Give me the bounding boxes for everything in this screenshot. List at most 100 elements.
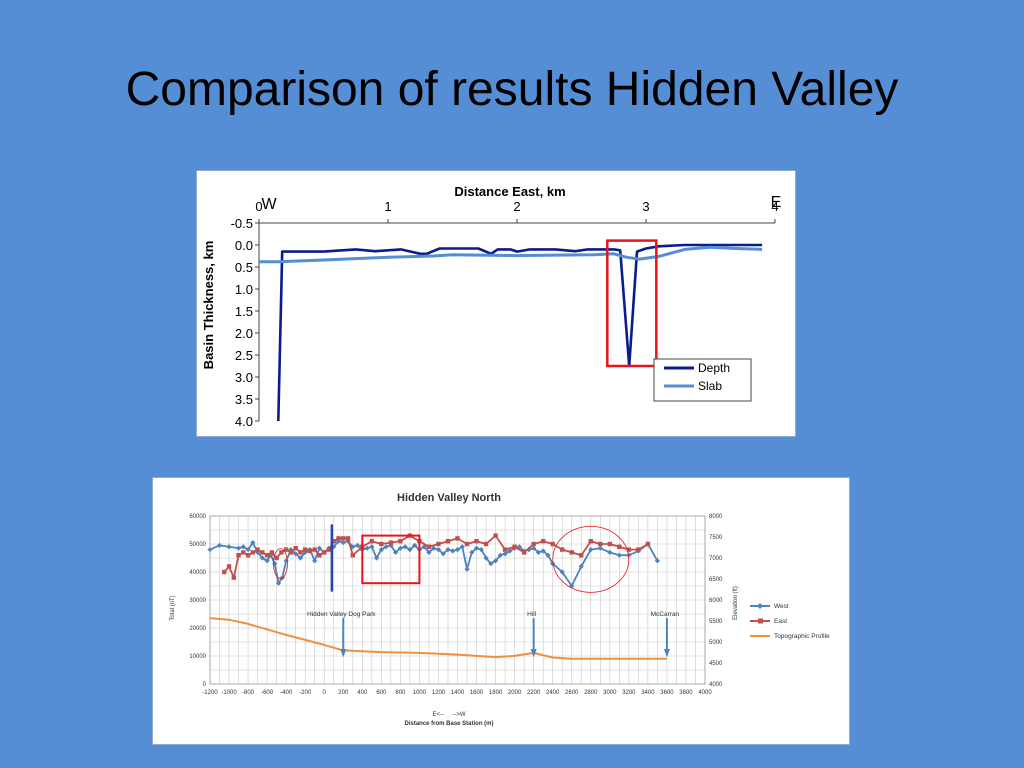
- east-point: [588, 539, 593, 544]
- west-point: [545, 552, 551, 558]
- chart2-topo-series: [209, 617, 667, 660]
- east-point: [512, 544, 517, 549]
- chart2-x-tick-label: 600: [376, 690, 387, 696]
- east-point: [298, 550, 303, 555]
- west-point: [540, 548, 546, 554]
- east-point: [464, 541, 470, 547]
- chart2-x-tick-label: 1400: [451, 690, 465, 696]
- chart1-y-axis-label: Basin Thickness, km: [201, 241, 216, 370]
- east-label: E: [771, 194, 782, 211]
- east-point: [293, 546, 298, 551]
- chart2-x-tick-label: -200: [299, 690, 312, 696]
- chart2-y-tick-label: 10000: [189, 654, 206, 660]
- chart2-plot-frame: [209, 515, 706, 685]
- chart2-x-tick-label: 1600: [470, 690, 484, 696]
- east-point: [540, 539, 546, 544]
- east-point: [636, 547, 641, 552]
- east-point: [307, 548, 313, 554]
- east-point: [483, 541, 489, 547]
- chart2-x-tick-label: 1800: [489, 690, 503, 696]
- east-point: [436, 541, 441, 547]
- hidden-valley-north-chart: -1200 -1000 -800 -600 -400 -200 0 200 400 600 800 1…: [152, 477, 850, 745]
- chart2-title: Hidden Valley North: [397, 492, 501, 504]
- chart2-x-tick-label: 200: [338, 690, 349, 696]
- east-point: [617, 544, 622, 549]
- chart2-x-tick-label: 3400: [641, 690, 655, 696]
- basin-thickness-chart-svg: -0.5 0.0 0.5 1.0 1.5 2.0 2.5 3.0 3.5 4.0 0 1 2 3 4 Dis…: [201, 184, 782, 429]
- east-point: [531, 541, 536, 547]
- east-point: [322, 550, 327, 555]
- west-point: [340, 540, 346, 546]
- chart1-y-tick-label: 0.0: [235, 238, 253, 253]
- chart2-y-tick-label: 30000: [189, 598, 206, 604]
- east-point: [607, 541, 613, 547]
- east-point: [350, 553, 355, 558]
- annotation-label: Hill: [527, 611, 537, 618]
- chart2-x-tick-label: 3200: [622, 690, 636, 696]
- east-point: [231, 575, 236, 580]
- east-point: [493, 533, 498, 538]
- west-point: [216, 542, 223, 548]
- east-point: [645, 541, 651, 547]
- chart1-y-tick-label: -0.5: [231, 216, 253, 231]
- east-point: [288, 550, 294, 555]
- legend-label-slab: Slab: [698, 379, 722, 393]
- west-point: [588, 547, 594, 553]
- series-line-topographic-profile: [209, 617, 667, 660]
- annotation-arrow-head: [530, 649, 537, 658]
- east-point: [341, 536, 346, 541]
- chart2-y2-tick-label: 7000: [709, 556, 723, 562]
- chart2-x-tick-label: 1200: [432, 690, 446, 696]
- west-point: [559, 569, 565, 575]
- chart1-title: Distance East, km: [454, 184, 565, 199]
- basin-thickness-chart: -0.5 0.0 0.5 1.0 1.5 2.0 2.5 3.0 3.5 4.0 0 1 2 3 4 Dis…: [196, 170, 796, 437]
- legend-label-west: West: [774, 603, 789, 610]
- east-point: [226, 564, 232, 569]
- annotation-ellipse-left: [273, 548, 288, 579]
- west-point: [235, 545, 242, 551]
- chart1-x-tick-label: 1: [384, 199, 391, 214]
- west-point: [483, 555, 489, 561]
- chart2-x-tick-label: 2200: [527, 690, 541, 696]
- east-point: [388, 540, 394, 545]
- chart1-y-tick-label: 2.5: [235, 348, 253, 363]
- east-point: [326, 547, 332, 552]
- east-point: [250, 550, 256, 555]
- east-point: [521, 550, 527, 555]
- chart2-y-axis-label: Total (nT): [170, 595, 176, 620]
- chart1-y-tick-label: 3.5: [235, 392, 253, 407]
- east-point: [598, 541, 603, 547]
- east-point: [274, 555, 279, 561]
- east-point: [345, 536, 351, 541]
- chart2-y2-axis-label: Elevation (ft): [733, 586, 739, 620]
- chart2-x-tick-label: 3800: [679, 690, 693, 696]
- chart2-y2-tick-label: 4500: [709, 661, 723, 667]
- chart2-x-tick-label: 2000: [508, 690, 522, 696]
- chart2-y-tick-label: 50000: [189, 542, 206, 548]
- west-point: [226, 544, 232, 550]
- east-point: [369, 539, 375, 544]
- west-point: [364, 545, 370, 551]
- chart2-x-tick-label: -1200: [202, 690, 218, 696]
- west-point: [373, 555, 380, 561]
- chart1-y-tick-label: 2.0: [235, 326, 253, 341]
- east-point: [260, 550, 265, 555]
- east-point: [302, 547, 308, 552]
- chart2-x-tick-label: 0: [323, 690, 327, 696]
- east-point: [241, 550, 246, 555]
- chart1-x-tick-label: 2: [513, 199, 520, 214]
- east-point: [269, 550, 275, 555]
- east-point: [317, 553, 322, 558]
- chart2-x-tick-label: 3600: [660, 690, 674, 696]
- annotation-label: Hidden Valley Dog Park: [307, 611, 376, 618]
- chart2-x-tick-label: 2400: [546, 690, 560, 696]
- chart2-axes: -1200 -1000 -800 -600 -400 -200 0 200 400 600 800 1…: [189, 514, 723, 696]
- chart2-y2-tick-label: 8000: [709, 514, 723, 520]
- chart2-legend: West East Topographic Profile: [750, 603, 830, 640]
- east-point: [474, 539, 479, 544]
- west-point: [450, 548, 456, 554]
- chart2-x-tick-label: 4000: [698, 690, 712, 696]
- east-point: [626, 547, 632, 552]
- chart2-y2-tick-label: 5000: [709, 640, 723, 646]
- east-point: [560, 547, 565, 552]
